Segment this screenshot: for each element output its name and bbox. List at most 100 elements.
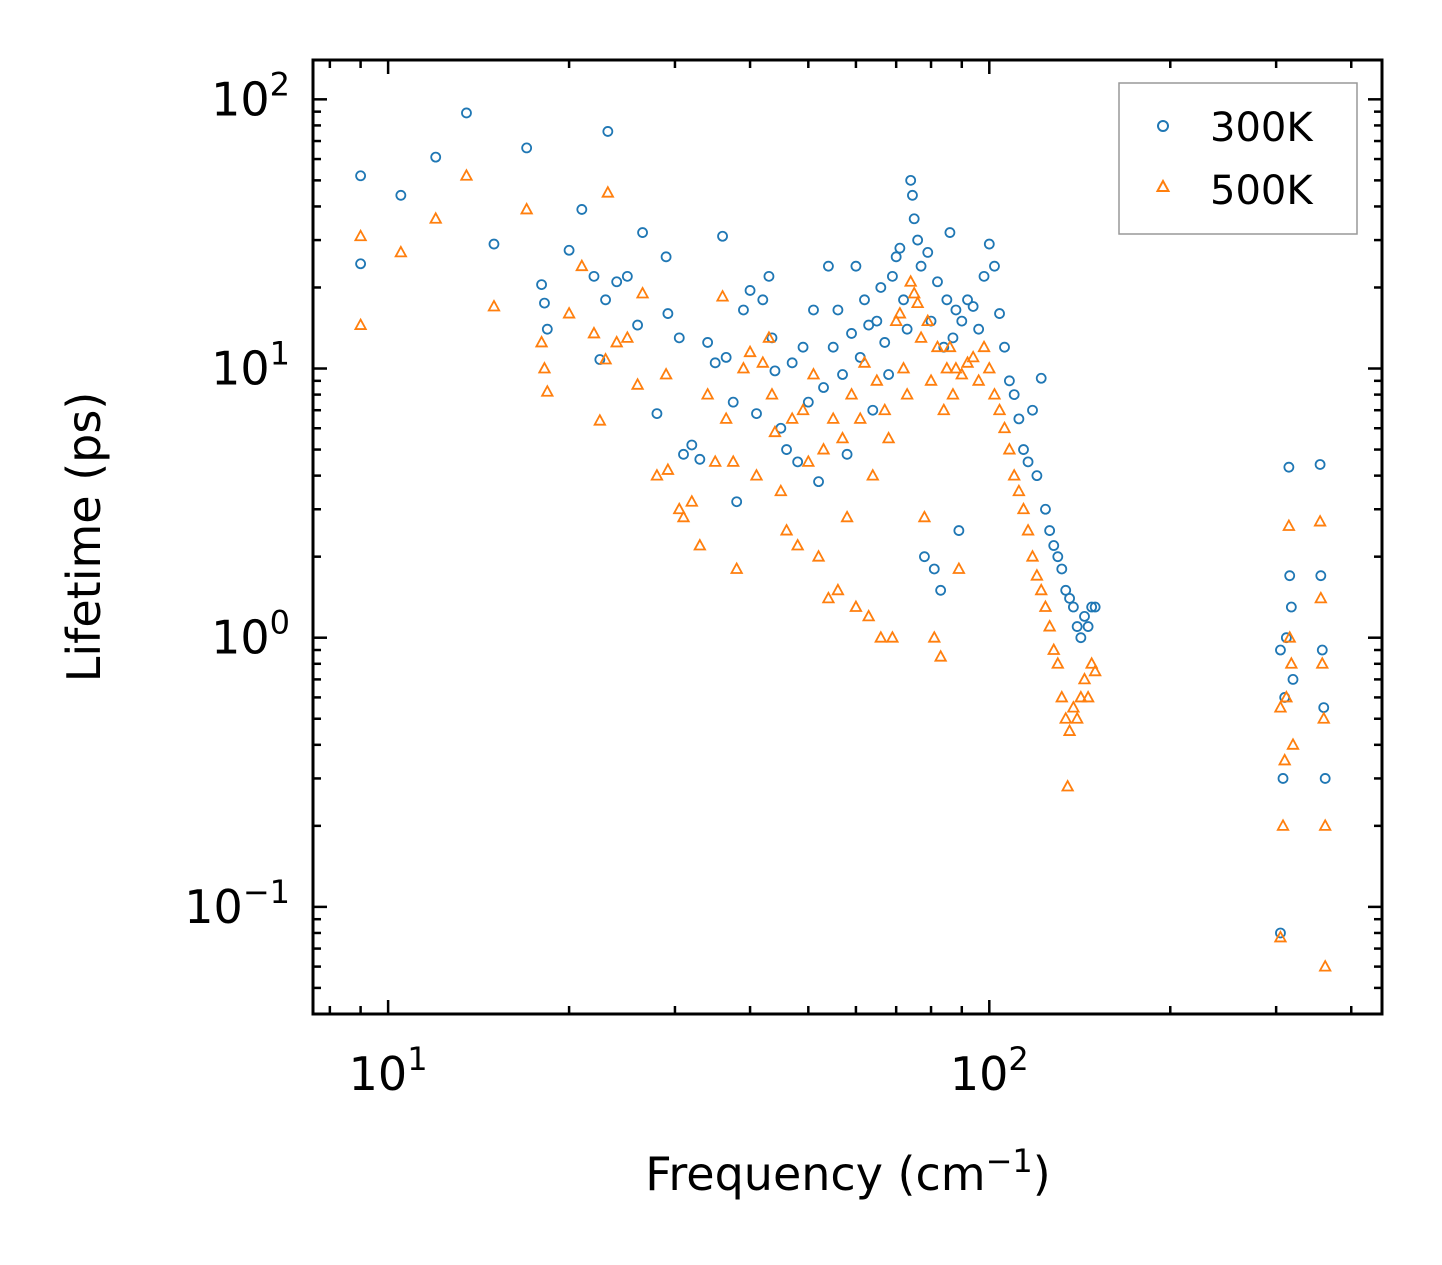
point-300k <box>611 276 623 288</box>
point-300k <box>541 323 553 335</box>
point-500k <box>1074 690 1088 703</box>
point-500k <box>394 245 408 258</box>
point-300k <box>978 270 990 282</box>
point-300k <box>850 260 862 272</box>
point-300k <box>944 227 956 238</box>
point-500k <box>977 339 991 353</box>
point-500k <box>881 431 896 444</box>
point-300k <box>928 563 940 575</box>
point-500k <box>630 377 645 390</box>
point-500k <box>743 344 757 358</box>
point-500k <box>1007 468 1021 481</box>
point-300k <box>1018 444 1029 455</box>
point-300k <box>1035 372 1047 384</box>
point-300k <box>823 260 834 272</box>
point-500k <box>866 468 880 481</box>
point-500k <box>943 339 957 353</box>
point-300k <box>1052 551 1064 563</box>
x-tick-label: 102 <box>950 1040 1029 1101</box>
point-500k <box>708 454 722 467</box>
point-500k <box>1012 483 1026 497</box>
point-500k <box>826 411 840 424</box>
point-300k <box>879 337 891 348</box>
point-300k <box>1048 540 1060 551</box>
point-300k <box>1275 927 1286 939</box>
point-500k <box>893 306 907 319</box>
point-300k <box>808 304 819 316</box>
point-300k <box>989 260 1000 272</box>
point-300k <box>738 304 749 316</box>
point-500k <box>1282 630 1297 643</box>
point-500k <box>693 538 707 551</box>
point-500k <box>861 609 876 622</box>
point-300k <box>1031 470 1043 482</box>
point-300k <box>973 323 985 335</box>
point-500k <box>661 462 675 475</box>
point-500k <box>1062 723 1077 736</box>
point-300k <box>1283 461 1295 473</box>
point-500k <box>796 402 810 416</box>
legend: 300K 500K <box>1118 82 1358 235</box>
point-500k <box>650 468 664 481</box>
point-300k <box>953 525 965 536</box>
y-tick-label: 101 <box>211 335 290 396</box>
point-500k <box>1042 619 1057 632</box>
point-500k <box>992 402 1007 416</box>
point-500k <box>685 494 699 507</box>
point-300k <box>1082 621 1094 632</box>
point-300k <box>600 294 611 306</box>
point-300k <box>717 230 728 242</box>
point-300k <box>950 304 962 316</box>
point-500k <box>719 411 733 424</box>
point-300k <box>932 276 943 288</box>
point-300k <box>859 294 870 306</box>
point-300k <box>792 456 804 468</box>
point-300k <box>1089 601 1101 613</box>
point-500k <box>353 228 368 242</box>
point-300k <box>1277 773 1289 784</box>
point-500k <box>903 274 918 287</box>
point-500k <box>801 454 816 467</box>
point-500k <box>601 185 615 198</box>
point-500k <box>1314 590 1328 604</box>
legend-marker-500k <box>1155 178 1171 192</box>
point-300k <box>1319 773 1331 784</box>
point-300k <box>1315 570 1327 582</box>
point-300k <box>827 341 839 353</box>
point-300k <box>867 404 879 416</box>
point-300k <box>887 270 898 282</box>
point-300k <box>905 174 917 186</box>
point-500k <box>790 538 805 551</box>
point-300k <box>786 357 798 369</box>
point-500k <box>587 326 601 339</box>
point-500k <box>917 509 932 523</box>
point-500k <box>949 361 963 374</box>
point-300k <box>935 584 947 596</box>
point-500k <box>575 258 589 272</box>
y-tick-label: 100 <box>211 604 290 665</box>
point-500k <box>593 413 607 426</box>
point-300k <box>769 365 781 377</box>
point-500k <box>700 387 715 400</box>
point-300k <box>1003 375 1015 387</box>
point-300k <box>837 369 848 380</box>
point-500k <box>966 350 980 363</box>
point-500k <box>1088 663 1102 677</box>
point-500k <box>609 335 624 348</box>
point-300k <box>727 396 739 408</box>
point-300k <box>999 341 1010 353</box>
point-500k <box>1060 779 1075 792</box>
point-500k <box>1047 642 1061 655</box>
point-300k <box>1071 621 1083 632</box>
point-300k <box>395 189 407 201</box>
point-300k <box>1022 456 1034 468</box>
point-300k <box>912 234 924 246</box>
point-500k <box>900 387 914 400</box>
point-300k <box>355 258 367 270</box>
point-300k <box>632 319 643 331</box>
point-300k <box>875 282 887 293</box>
point-500k <box>487 299 501 312</box>
point-300k <box>908 213 920 225</box>
point-500k <box>537 361 552 374</box>
x-axis-title: Frequency (cm−1) <box>645 1142 1050 1201</box>
